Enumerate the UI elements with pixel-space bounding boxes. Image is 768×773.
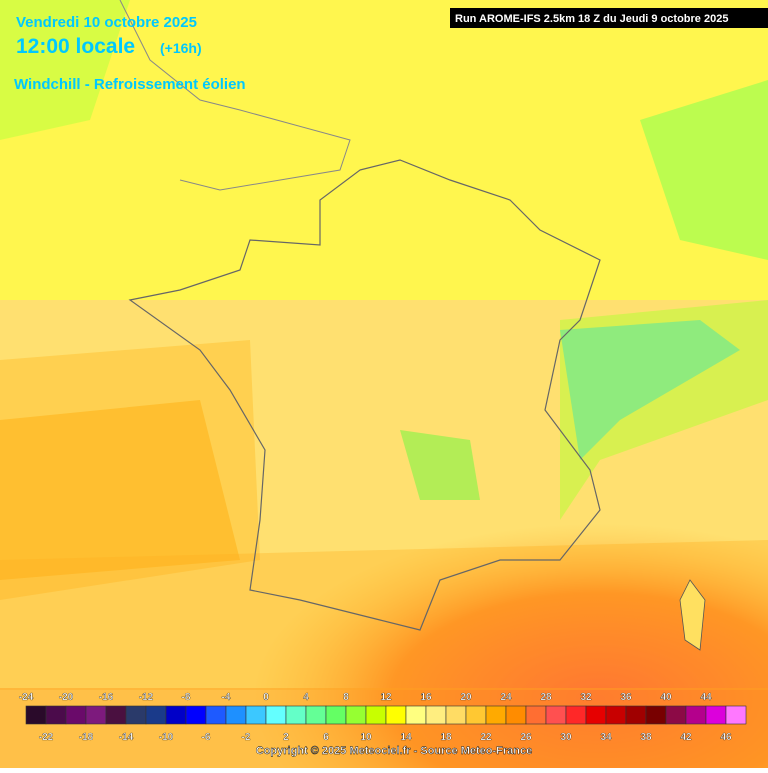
scale-label: 16	[420, 692, 432, 703]
color-swatch	[425, 705, 447, 725]
copyright: Copyright © 2025 Meteociel.fr - Source M…	[256, 745, 532, 757]
scale-label: 4	[303, 692, 309, 703]
color-swatch	[345, 705, 367, 725]
scale-label: 46	[720, 732, 732, 743]
color-swatch	[245, 705, 267, 725]
run-info: Run AROME-IFS 2.5km 18 Z du Jeudi 9 octo…	[455, 13, 728, 25]
color-swatch	[225, 705, 247, 725]
scale-label: 10	[360, 732, 372, 743]
local-time: 12:00 locale	[16, 35, 135, 58]
scale-label: 28	[540, 692, 552, 703]
color-swatch	[565, 705, 587, 725]
color-swatch	[685, 705, 707, 725]
scale-label: 30	[560, 732, 572, 743]
scale-label: 42	[680, 732, 692, 743]
scale-label: 12	[380, 692, 392, 703]
color-swatch	[485, 705, 507, 725]
scale-label: 26	[520, 732, 532, 743]
color-swatch	[645, 705, 667, 725]
scale-label: 14	[400, 732, 412, 743]
scale-label: 18	[440, 732, 452, 743]
scale-label: 24	[500, 692, 512, 703]
scale-label: -8	[182, 692, 191, 703]
scale-label: 40	[660, 692, 672, 703]
color-swatch	[405, 705, 427, 725]
scale-label: -24	[19, 692, 34, 703]
color-swatch	[105, 705, 127, 725]
color-swatch	[665, 705, 687, 725]
color-swatch	[165, 705, 187, 725]
scale-label: -4	[222, 692, 231, 703]
color-swatch	[285, 705, 307, 725]
scale-label: 8	[343, 692, 349, 703]
scale-label: 36	[620, 692, 632, 703]
color-swatch	[465, 705, 487, 725]
south-field	[0, 540, 768, 690]
date: Vendredi 10 octobre 2025	[16, 14, 197, 31]
color-swatch	[325, 705, 347, 725]
color-swatch	[125, 705, 147, 725]
scale-label: 44	[700, 692, 712, 703]
scale-label: -20	[59, 692, 74, 703]
color-swatch	[25, 705, 47, 725]
scale-label: 38	[640, 732, 652, 743]
color-swatch	[545, 705, 567, 725]
colorbar: -24-22-20-18-16-14-12-10-8-6-4-202468101…	[19, 692, 747, 743]
color-swatch	[305, 705, 327, 725]
color-swatch	[385, 705, 407, 725]
scale-label: -18	[79, 732, 94, 743]
color-swatch	[45, 705, 67, 725]
scale-label: -22	[39, 732, 54, 743]
legend-area	[0, 688, 768, 768]
cold-area	[0, 0, 130, 140]
color-swatch	[365, 705, 387, 725]
scale-label: 0	[263, 692, 269, 703]
run-banner	[450, 8, 768, 28]
scale-label: 34	[600, 732, 612, 743]
color-swatch	[505, 705, 527, 725]
cold-area	[640, 80, 768, 260]
color-swatch	[65, 705, 87, 725]
scale-label: -10	[159, 732, 174, 743]
scale-label: -2	[242, 732, 251, 743]
color-swatch	[725, 705, 747, 725]
scale-label: -12	[139, 692, 154, 703]
color-swatch	[705, 705, 727, 725]
corsica	[679, 579, 706, 651]
france-border	[128, 159, 601, 631]
uk-coast	[119, 0, 351, 191]
scale-label: 22	[480, 732, 492, 743]
variable-name: Windchill - Refroissement éolien	[14, 76, 246, 93]
color-swatch	[265, 705, 287, 725]
color-swatch	[525, 705, 547, 725]
color-swatch	[85, 705, 107, 725]
scale-label: -16	[99, 692, 114, 703]
color-swatch	[445, 705, 467, 725]
scale-label: -14	[119, 732, 134, 743]
color-swatch	[625, 705, 647, 725]
color-swatch	[185, 705, 207, 725]
color-swatch	[605, 705, 627, 725]
color-swatch	[205, 705, 227, 725]
scale-label: 6	[323, 732, 329, 743]
north-field	[0, 0, 768, 300]
scale-label: 20	[460, 692, 472, 703]
forecast-offset: (+16h)	[160, 40, 202, 56]
color-swatch	[145, 705, 167, 725]
scale-label: -6	[202, 732, 211, 743]
scale-label: 2	[283, 732, 289, 743]
scale-label: 32	[580, 692, 592, 703]
color-swatch	[585, 705, 607, 725]
